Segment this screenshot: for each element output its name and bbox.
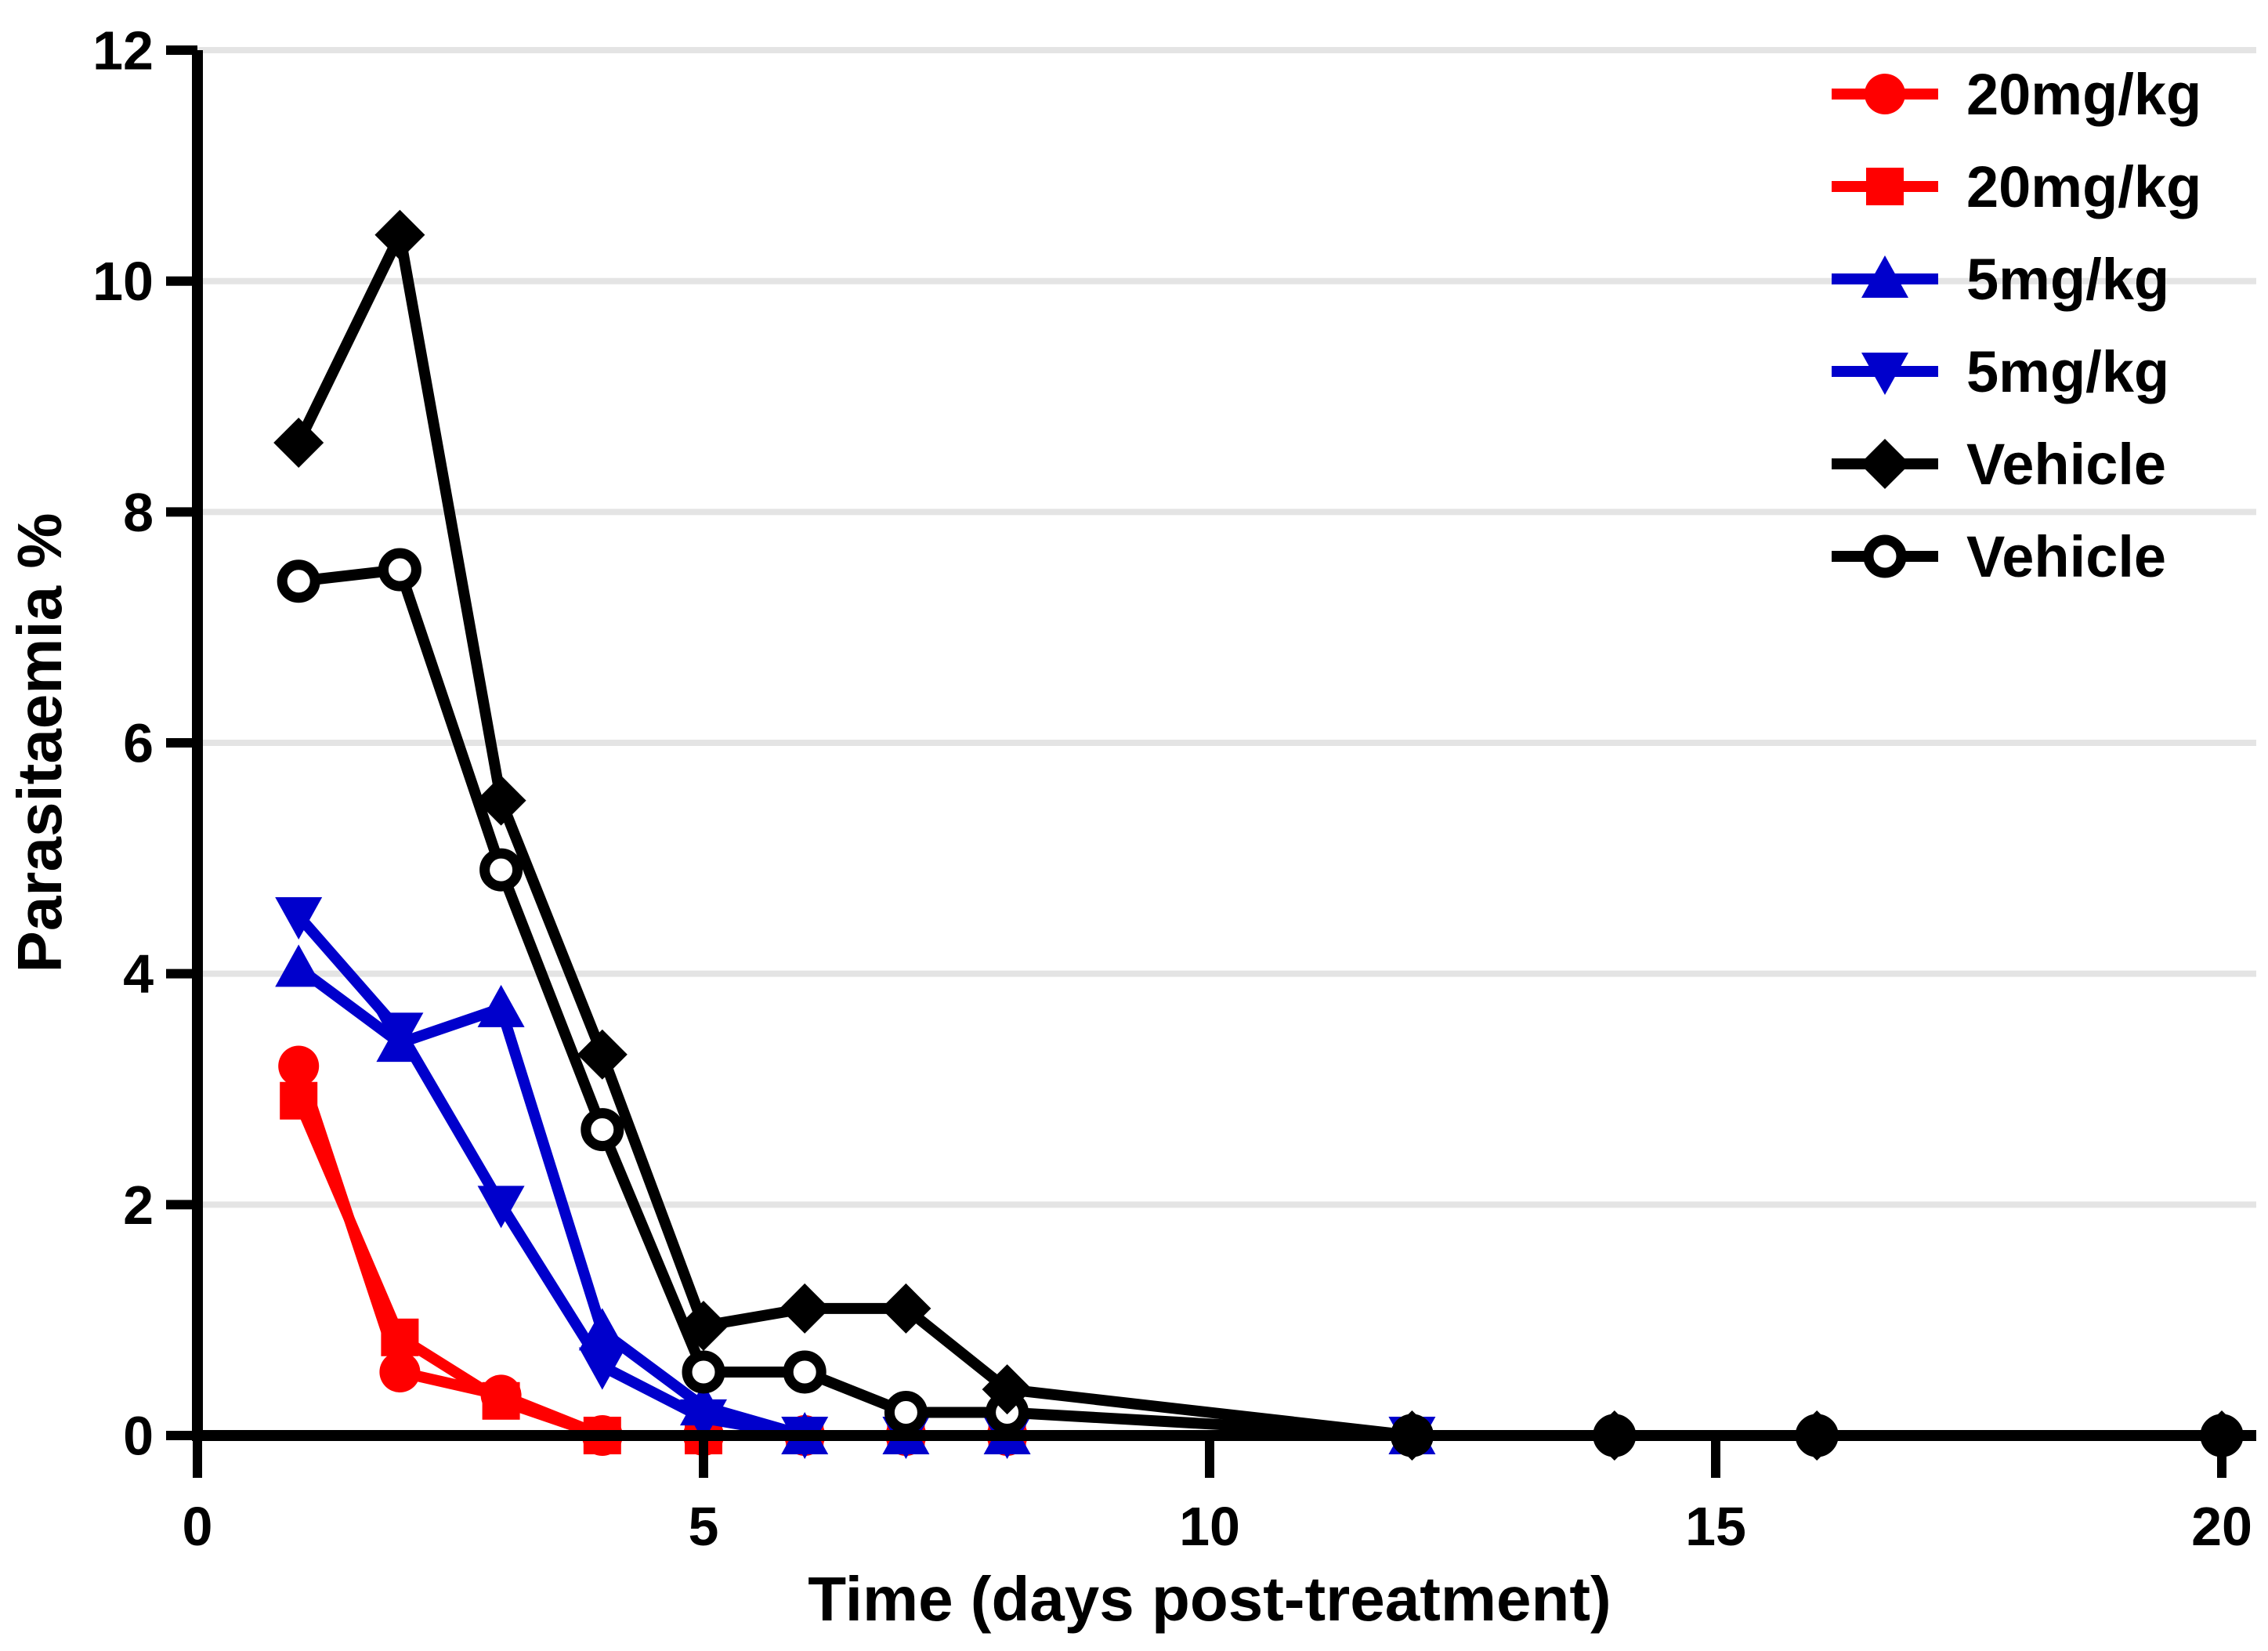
data-point-marker <box>376 1012 424 1055</box>
data-point-marker <box>581 1108 624 1152</box>
series-diamond <box>273 209 2247 1461</box>
data-point-marker <box>477 1186 525 1229</box>
x-tick-label-10: 10 <box>1179 1496 1240 1557</box>
data-point-marker <box>273 417 324 468</box>
y-tick-label-8: 8 <box>123 482 154 543</box>
data-point-marker <box>275 897 323 940</box>
data-point-marker <box>682 1350 725 1394</box>
data-point-marker <box>378 548 421 592</box>
legend-label: 5mg/kg <box>1966 339 2169 404</box>
legend-item-0: 20mg/kg <box>1832 62 2201 127</box>
series-line <box>293 217 2222 1441</box>
legend-item-1: 20mg/kg <box>1832 154 2201 219</box>
y-tick-label-0: 0 <box>123 1406 154 1467</box>
data-point-marker <box>278 1045 320 1087</box>
legend-label: 5mg/kg <box>1966 247 2169 312</box>
legend-item-2: 5mg/kg <box>1832 247 2169 312</box>
square-legend-icon <box>1866 168 1904 205</box>
series-layer <box>273 209 2247 1461</box>
data-point-marker <box>374 209 425 260</box>
y-tick-label-4: 4 <box>123 943 154 1005</box>
data-point-marker <box>280 1081 318 1120</box>
data-point-marker <box>482 1381 520 1420</box>
data-point-marker <box>881 1283 931 1334</box>
legend-item-4: Vehicle <box>1832 432 2166 497</box>
y-tick-label-12: 12 <box>92 20 154 81</box>
y-tick-label-10: 10 <box>92 251 154 312</box>
data-point-marker <box>780 1283 830 1334</box>
tick-layer: 0 2 4 6 8 10 12 0 5 10 15 20 <box>92 20 2252 1557</box>
data-point-marker <box>680 1399 727 1442</box>
data-point-marker <box>381 1318 419 1356</box>
triangle-up-legend-icon <box>1861 255 1908 298</box>
x-tick-label-20: 20 <box>2191 1496 2252 1557</box>
data-point-marker <box>577 1029 628 1080</box>
legend-item-3: 5mg/kg <box>1832 339 2169 404</box>
triangle-down-legend-icon <box>1861 353 1908 395</box>
x-tick-label-0: 0 <box>183 1496 213 1557</box>
legend-label: 20mg/kg <box>1966 154 2201 219</box>
data-point-marker <box>275 944 323 987</box>
diamond-legend-icon <box>1860 439 1910 489</box>
data-point-marker <box>783 1350 827 1394</box>
data-point-marker <box>277 559 320 603</box>
y-tick-label-6: 6 <box>123 713 154 774</box>
legend-label: Vehicle <box>1966 432 2166 497</box>
legend-layer: 20mg/kg 20mg/kg 5mg/kg 5mg/kg Vehicle Vehicle <box>1832 62 2201 589</box>
data-point-marker <box>476 775 526 826</box>
circle-legend-icon <box>1865 74 1905 114</box>
data-point-marker <box>884 1391 928 1435</box>
circle-open-legend-icon <box>1863 534 1907 578</box>
series-square <box>280 1081 1431 1454</box>
y-axis-title: Parasitaemia % <box>5 512 74 972</box>
data-point-marker <box>678 1301 729 1352</box>
data-point-marker <box>477 984 525 1027</box>
legend-item-5: Vehicle <box>1832 524 2166 589</box>
x-tick-label-5: 5 <box>689 1496 719 1557</box>
series-line <box>294 912 1413 1441</box>
legend-label: 20mg/kg <box>1966 62 2201 127</box>
y-tick-label-2: 2 <box>123 1175 154 1236</box>
data-point-marker <box>578 1347 626 1390</box>
data-point-marker <box>479 848 523 892</box>
x-axis-title: Time (days post-treatment) <box>808 1564 1611 1634</box>
data-point-marker <box>982 1364 1033 1415</box>
data-point-marker <box>379 1351 421 1392</box>
x-tick-label-15: 15 <box>1685 1496 1746 1557</box>
legend-label: Vehicle <box>1966 524 2166 589</box>
